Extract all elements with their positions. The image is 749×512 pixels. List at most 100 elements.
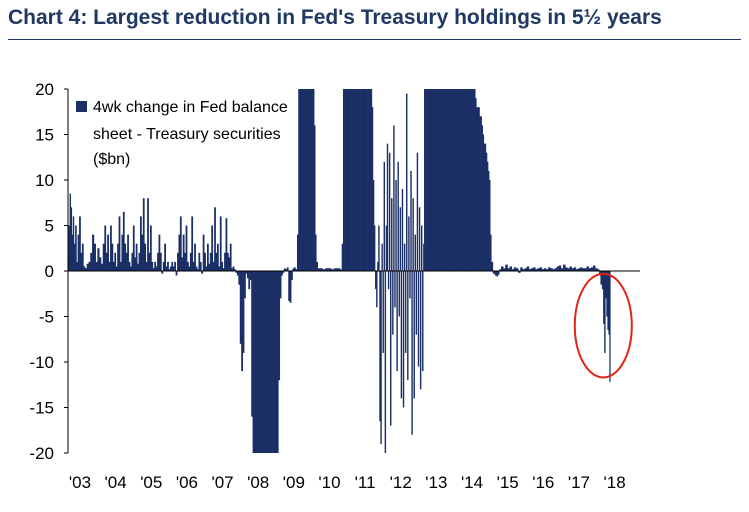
bar [266, 271, 269, 453]
bar [239, 271, 242, 344]
bar [468, 89, 471, 271]
bar [565, 267, 568, 271]
bar [285, 269, 288, 271]
bar [530, 268, 534, 271]
bar [608, 271, 610, 335]
x-tick-label: '09 [283, 473, 305, 492]
bar [148, 252, 151, 271]
bar-series [67, 89, 611, 453]
bar [104, 225, 107, 271]
bar [439, 89, 442, 271]
bar [271, 271, 273, 453]
bar [272, 271, 275, 453]
bar [408, 216, 410, 271]
bar [569, 266, 572, 271]
bar [373, 225, 376, 271]
bar [84, 268, 88, 271]
bar [462, 89, 464, 271]
bar [90, 252, 93, 271]
bar [226, 252, 229, 271]
bar [505, 264, 508, 271]
bar [124, 243, 127, 271]
bar [300, 89, 302, 271]
bar [107, 234, 109, 271]
bar [499, 269, 502, 271]
bar [188, 266, 191, 271]
bar [144, 243, 147, 271]
bar [410, 170, 412, 271]
bar [366, 89, 368, 271]
bar [416, 152, 419, 271]
bar [232, 266, 235, 271]
bar [452, 89, 455, 271]
bar [286, 267, 289, 271]
x-tick-label: '13 [425, 473, 447, 492]
bar [234, 269, 236, 271]
bar [304, 89, 306, 271]
bar [97, 248, 100, 271]
bar [276, 271, 279, 453]
bar [102, 243, 105, 271]
bar [322, 269, 326, 271]
bar [317, 268, 321, 271]
bar [313, 89, 315, 271]
x-tick-label: '11 [355, 473, 376, 492]
bar [444, 89, 446, 271]
bar [88, 261, 91, 271]
bar [311, 89, 314, 271]
bar [132, 225, 135, 271]
bar [296, 234, 299, 271]
bar [273, 271, 276, 453]
bar [111, 243, 114, 271]
bar [211, 225, 214, 271]
bar [348, 89, 350, 271]
bar [412, 198, 414, 271]
bar [310, 89, 313, 271]
bar [526, 266, 530, 271]
bar [73, 243, 76, 271]
bar [431, 89, 433, 271]
bar [86, 263, 89, 271]
bar [350, 89, 352, 271]
bar [407, 271, 409, 381]
bar [362, 89, 364, 271]
bar [435, 89, 438, 271]
bar [159, 252, 162, 271]
bar [492, 271, 496, 274]
bar [222, 268, 225, 271]
bar [198, 252, 201, 271]
bar [354, 89, 357, 271]
bar [251, 271, 253, 417]
bar [592, 265, 596, 271]
bar [161, 271, 164, 274]
bar [385, 225, 388, 271]
bar [303, 89, 305, 271]
bar [319, 268, 323, 271]
bar [393, 125, 395, 272]
bar [151, 261, 154, 271]
bar [164, 243, 166, 271]
bar [117, 243, 119, 271]
bar [259, 271, 262, 453]
bar [454, 89, 457, 271]
bar [600, 271, 603, 285]
bar [169, 266, 172, 271]
bar [77, 234, 80, 271]
bar [479, 116, 481, 271]
bar [490, 234, 492, 271]
bar [513, 267, 517, 271]
bar [464, 89, 466, 271]
bar [268, 271, 271, 453]
bar [515, 268, 519, 271]
bar [424, 89, 426, 271]
bar [484, 143, 487, 271]
bar [391, 198, 393, 271]
bar [606, 271, 608, 317]
bar [604, 271, 606, 353]
bar [438, 89, 441, 271]
bar [141, 234, 144, 271]
bar [137, 263, 139, 271]
bar [371, 107, 374, 271]
chart-title: Chart 4: Largest reduction in Fed's Trea… [8, 6, 662, 29]
x-tick-label: '14 [461, 473, 483, 492]
